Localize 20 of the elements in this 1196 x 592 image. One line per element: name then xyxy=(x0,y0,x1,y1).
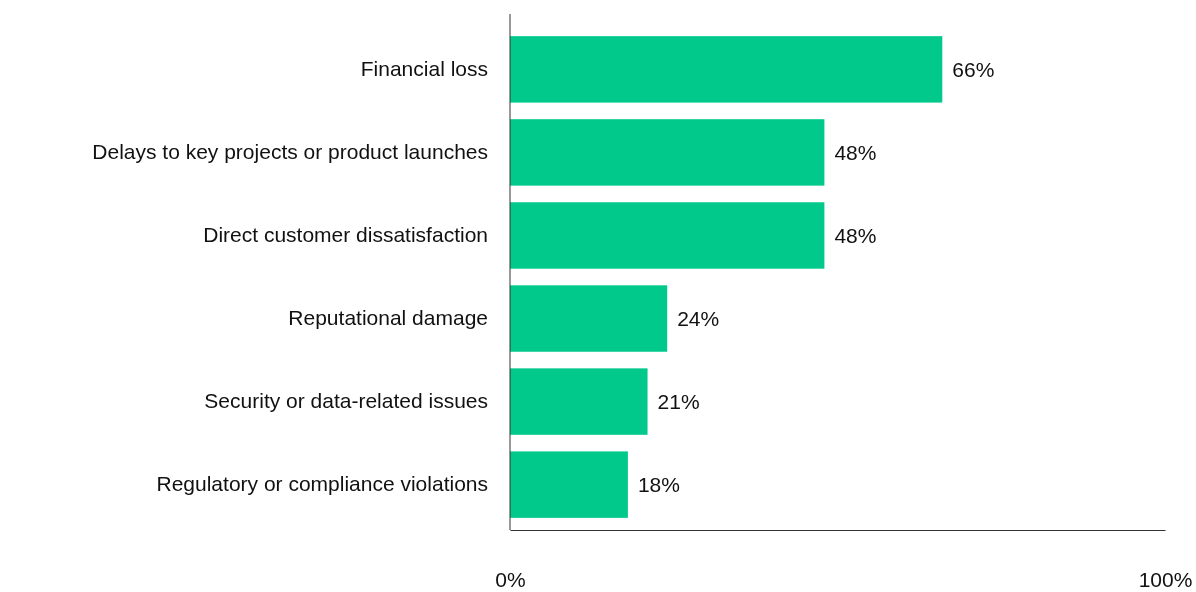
data-label: 18% xyxy=(637,472,680,496)
bar xyxy=(510,202,825,269)
data-label: 48% xyxy=(834,223,877,247)
y-tick-label: Delays to key projects or product launches xyxy=(92,140,488,164)
data-label: 66% xyxy=(952,57,995,81)
x-tick-label: 100% xyxy=(1138,567,1193,591)
bar xyxy=(510,285,668,352)
y-tick-label: Regulatory or compliance violations xyxy=(156,472,488,496)
bar xyxy=(510,368,648,435)
x-tick-label: 0% xyxy=(495,567,526,591)
data-label: 21% xyxy=(657,389,700,413)
data-label: 24% xyxy=(677,306,720,330)
bar xyxy=(510,119,825,186)
y-tick-label: Reputational damage xyxy=(288,306,488,330)
y-tick-label: Security or data-related issues xyxy=(204,389,488,413)
y-tick-label: Direct customer dissatisfaction xyxy=(203,223,488,247)
data-label: 48% xyxy=(834,140,877,164)
bar xyxy=(510,36,943,103)
bar xyxy=(510,451,628,518)
y-tick-label: Financial loss xyxy=(360,57,488,81)
